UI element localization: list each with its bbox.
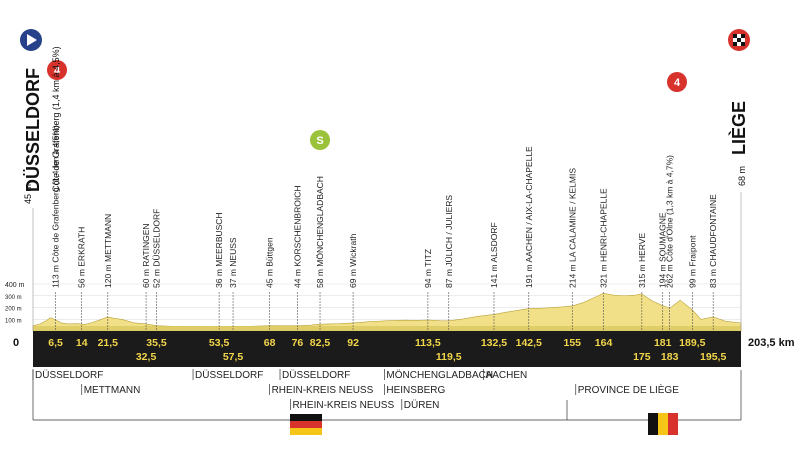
km-label: 82,5 (310, 337, 331, 349)
waypoint-label: 141 m ALSDORF (489, 222, 499, 288)
start-city-label: DÜSSELDORF (23, 68, 43, 192)
finish-marker: LIÈGE 68 m (728, 29, 750, 331)
start-altitude-label: 45 m (23, 184, 33, 204)
climb-category-olne: 4 (674, 77, 681, 89)
waypoint-label: 44 m KORSCHENBROICH (292, 186, 302, 289)
waypoint-label: 58 m MÖNCHENGLADBACH (315, 176, 325, 288)
total-distance-label: 203,5 km (748, 337, 795, 349)
waypoint-label: 113 m Côte de Grafenberg (1,4 km à 4,5%) (51, 125, 61, 288)
km-label: 183 (661, 351, 679, 363)
region-label: RHEIN-KREIS NEUSS (292, 400, 394, 411)
km-label: 142,5 (516, 337, 542, 349)
climb-category-badge-olne (667, 72, 687, 92)
profile-base-shade (33, 326, 741, 331)
region-label: METTMANN (84, 385, 141, 396)
distance-band (33, 331, 741, 367)
waypoint-label: 191 m AACHEN / AIX-LA-CHAPELLE (524, 146, 534, 288)
km-label: 92 (347, 337, 359, 349)
region-label: HEINSBERG (386, 385, 445, 396)
waypoint-label: 194 m SOUMAGNE (658, 212, 668, 288)
start-climb-label: Côte de Grafenberg (1,4 km à 4,5%) (51, 46, 61, 192)
region-label: DÜSSELDORF (195, 369, 263, 381)
km-label: 35,5 (146, 337, 167, 349)
km-label: 155 (563, 337, 581, 349)
km-label: 132,5 (481, 337, 507, 349)
waypoint-label: 56 m ERKRATH (77, 227, 87, 288)
km-label: 68 (264, 337, 276, 349)
km-label: 113,5 (415, 337, 441, 349)
y-tick-label: 300 m (5, 295, 22, 301)
region-label: MÖNCHENGLADBACH (386, 369, 493, 381)
waypoint-label: 120 m METTMANN (103, 214, 113, 288)
climb-marker-olne: 4 (667, 72, 687, 92)
waypoint-label: 262 m Côte d'Olne (1,3 km à 4,7%) (665, 155, 675, 288)
km-labels: 6,5 14 21,5 32,5 35,5 53,5 57,5 68 76 82,5 92 113,5… (48, 337, 726, 363)
climb-category-start: 4 (54, 65, 61, 77)
km-label: 57,5 (223, 351, 244, 363)
waypoint-label: 321 m HENRI-CHAPELLE (599, 188, 609, 288)
waypoint-labels: 113 m Côte de Grafenberg (1,4 km à 4,5%)… (51, 125, 719, 288)
waypoint-label: 315 m HERVE (637, 233, 647, 288)
waypoint-label: 60 m RATINGEN (141, 223, 151, 288)
sprint-marker: S (310, 130, 331, 150)
region-label: DÜSSELDORF (35, 369, 103, 381)
elevation-profile-area (32, 292, 742, 332)
region-label: RHEIN-KREIS NEUSS (272, 385, 374, 396)
elevation-shading (33, 326, 741, 331)
km-label: 119,5 (436, 351, 462, 363)
km-label: 181 (654, 337, 672, 349)
km-label: 195,5 (700, 351, 726, 363)
km-label: 189,5 (679, 337, 705, 349)
waypoint-label: 87 m JÜLICH / JULIERS (444, 195, 454, 288)
germany-flag-icon (290, 414, 322, 435)
checkered-flag-icon (733, 34, 745, 46)
region-label: PROVINCE DE LIÈGE (578, 383, 679, 396)
km-label: 164 (595, 337, 613, 349)
km-label: 21,5 (98, 337, 119, 349)
km-label: 6,5 (48, 337, 63, 349)
waypoint-label: 99 m Fraipont (687, 235, 697, 288)
y-tick-label: 200 m (5, 307, 22, 313)
sprint-label: S (316, 135, 323, 147)
y-tick-label: 400 m (5, 282, 25, 289)
region-label: DÜSSELDORF (282, 369, 350, 381)
waypoint-label: 45 m Büttgen (265, 237, 275, 288)
waypoint-label: 37 m NEUSS (228, 237, 238, 288)
km-label: 32,5 (136, 351, 157, 363)
km-label: 53,5 (209, 337, 230, 349)
y-tick-label: 100 m (5, 318, 22, 324)
km-label: 175 (633, 351, 651, 363)
region-label: AACHEN (486, 370, 528, 381)
belgium-flag-icon (648, 413, 678, 435)
start-marker: 4 45 m DÜSSELDORF Côte de Grafenberg (1,… (20, 29, 67, 331)
climb-category-badge-start (47, 60, 67, 80)
waypoint-label: 214 m LA CALAMINE / KELMIS (567, 168, 577, 288)
waypoint-label: 36 m MEERBUSCH (214, 212, 224, 288)
waypoint-label: 69 m Wickrath (348, 233, 358, 288)
waypoint-label: 52 m DÜSSELDORF (152, 209, 162, 288)
km-label: 76 (292, 337, 304, 349)
finish-altitude-label: 68 m (737, 166, 747, 186)
waypoint-label: 83 m CHAUDFONTAINE (708, 194, 718, 288)
waypoint-label: 94 m TITZ (423, 249, 433, 288)
region-labels: DÜSSELDORF METTMANN DÜSSELDORF RHEIN-KREIS … (32, 369, 679, 411)
km-label: 14 (76, 337, 88, 349)
play-icon (27, 34, 37, 46)
y-axis: 400 m 300 m 200 m 100 m (5, 282, 25, 324)
x-zero-label: 0 (13, 337, 19, 349)
region-label: DÜREN (404, 399, 440, 411)
sprint-icon (310, 130, 331, 150)
finish-city-label: LIÈGE (728, 101, 749, 155)
waypoint-lines (55, 292, 714, 331)
